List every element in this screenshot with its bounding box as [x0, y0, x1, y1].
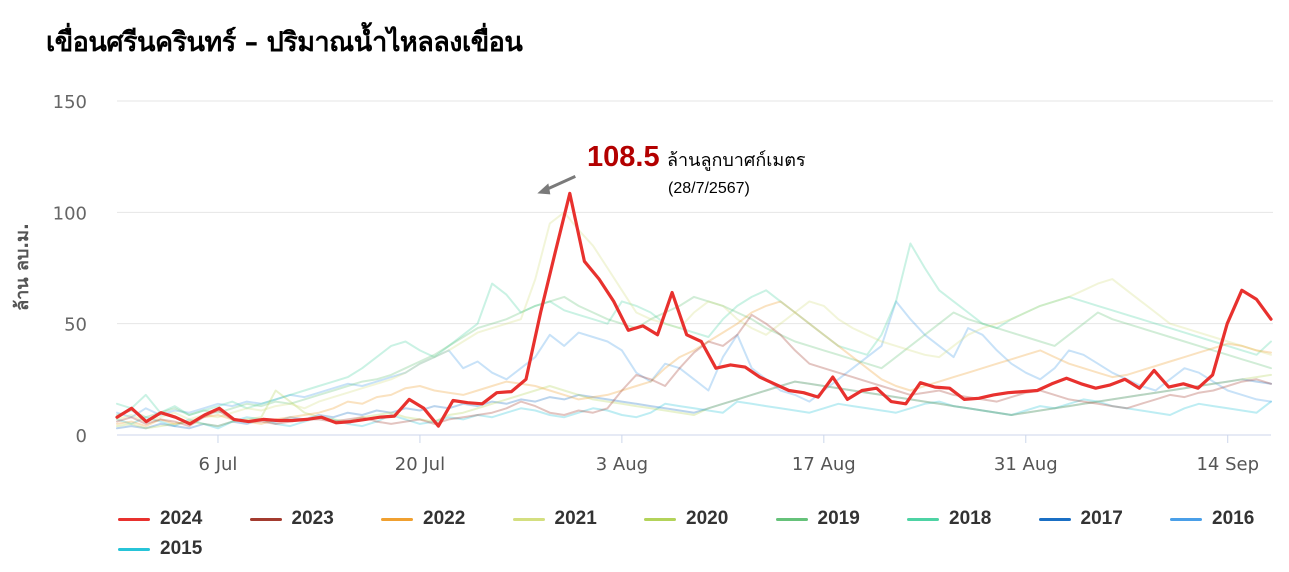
- legend-swatch: [775, 517, 808, 521]
- series-line-2023: [116, 313, 1272, 428]
- legend-item-2019[interactable]: 2019: [775, 508, 860, 530]
- y-axis-label: ล้าน ลบ.ม.: [12, 223, 33, 311]
- series-line-2018: [116, 242, 1272, 416]
- legend-item-2024[interactable]: 2024: [118, 508, 202, 530]
- y-tick-label: 100: [53, 203, 87, 224]
- x-tick-label: 17 Aug: [792, 454, 856, 475]
- legend-item-2018[interactable]: 2018: [907, 508, 991, 530]
- legend-swatch: [512, 517, 545, 521]
- line-chart: 0 50 100 150 ล้าน ลบ.ม. 6 Jul 20 Jul 3 Aug 17 …: [12, 92, 1273, 475]
- y-tick-label: 50: [64, 315, 87, 336]
- y-tick-label: 0: [76, 426, 87, 447]
- legend-swatch: [381, 517, 413, 521]
- series-line-2024: [115, 191, 1273, 428]
- legend-swatch: [118, 517, 150, 521]
- legend-label: 2023: [291, 508, 334, 529]
- annotation-arrow-head: [537, 183, 551, 195]
- series-lines: [115, 191, 1273, 430]
- y-axis-ticks: 0 50 100 150: [53, 92, 87, 447]
- legend-label: 2017: [1080, 508, 1123, 529]
- legend-item-2022[interactable]: 2022: [381, 508, 465, 530]
- x-tick-label: 6 Jul: [199, 454, 238, 475]
- series-line-2019: [116, 295, 1272, 419]
- x-tick-label: 20 Jul: [395, 454, 445, 475]
- legend-label: 2020: [686, 508, 729, 529]
- peak-annotation: 108.5 ล้านลูกบาศก์เมตร (28/7/2567): [537, 141, 806, 197]
- legend-item-2020[interactable]: 2020: [644, 508, 728, 530]
- x-tick-label: 31 Aug: [994, 454, 1058, 475]
- legend-label: 2022: [423, 508, 466, 529]
- legend-label: 2015: [160, 538, 203, 559]
- annotation-date: (28/7/2567): [668, 180, 750, 197]
- series-line-2020: [116, 373, 1272, 430]
- legend-item-2021[interactable]: 2021: [512, 508, 597, 530]
- legend-swatch: [249, 517, 282, 521]
- series-line-2016: [116, 300, 1272, 419]
- legend-swatch: [118, 547, 150, 551]
- series-line-2021: [116, 211, 1272, 423]
- legend-item-2023[interactable]: 2023: [249, 508, 334, 530]
- legend-swatch: [644, 517, 676, 521]
- legend-item-2017[interactable]: 2017: [1038, 508, 1123, 530]
- x-tick-label: 14 Sep: [1196, 454, 1259, 475]
- gridlines: [117, 100, 1273, 325]
- legend-label: 2018: [949, 508, 992, 529]
- legend-label: 2021: [554, 508, 597, 529]
- legend-label: 2016: [1212, 508, 1255, 529]
- chart-title: เขื่อนศรีนครินทร์ – ปริมาณน้ำไหลลงเขื่อน: [46, 27, 523, 58]
- legend-swatch: [907, 517, 939, 521]
- legend-label: 2024: [160, 508, 203, 529]
- legend-item-2015[interactable]: 2015: [118, 538, 202, 560]
- y-tick-label: 150: [53, 92, 87, 113]
- legend-swatch: [1038, 517, 1071, 521]
- legend-label: 2019: [817, 508, 860, 529]
- annotation-value: 108.5: [587, 141, 660, 173]
- annotation-unit: ล้านลูกบาศก์เมตร: [667, 150, 806, 171]
- legend-item-2016[interactable]: 2016: [1170, 508, 1254, 530]
- series-line-2022: [116, 300, 1272, 428]
- annotation-arrow-line: [543, 175, 576, 192]
- legend-swatch: [1170, 517, 1202, 521]
- x-tick-label: 3 Aug: [596, 454, 648, 475]
- x-axis-ticks: 6 Jul 20 Jul 3 Aug 17 Aug 31 Aug 14 Sep: [199, 435, 1259, 475]
